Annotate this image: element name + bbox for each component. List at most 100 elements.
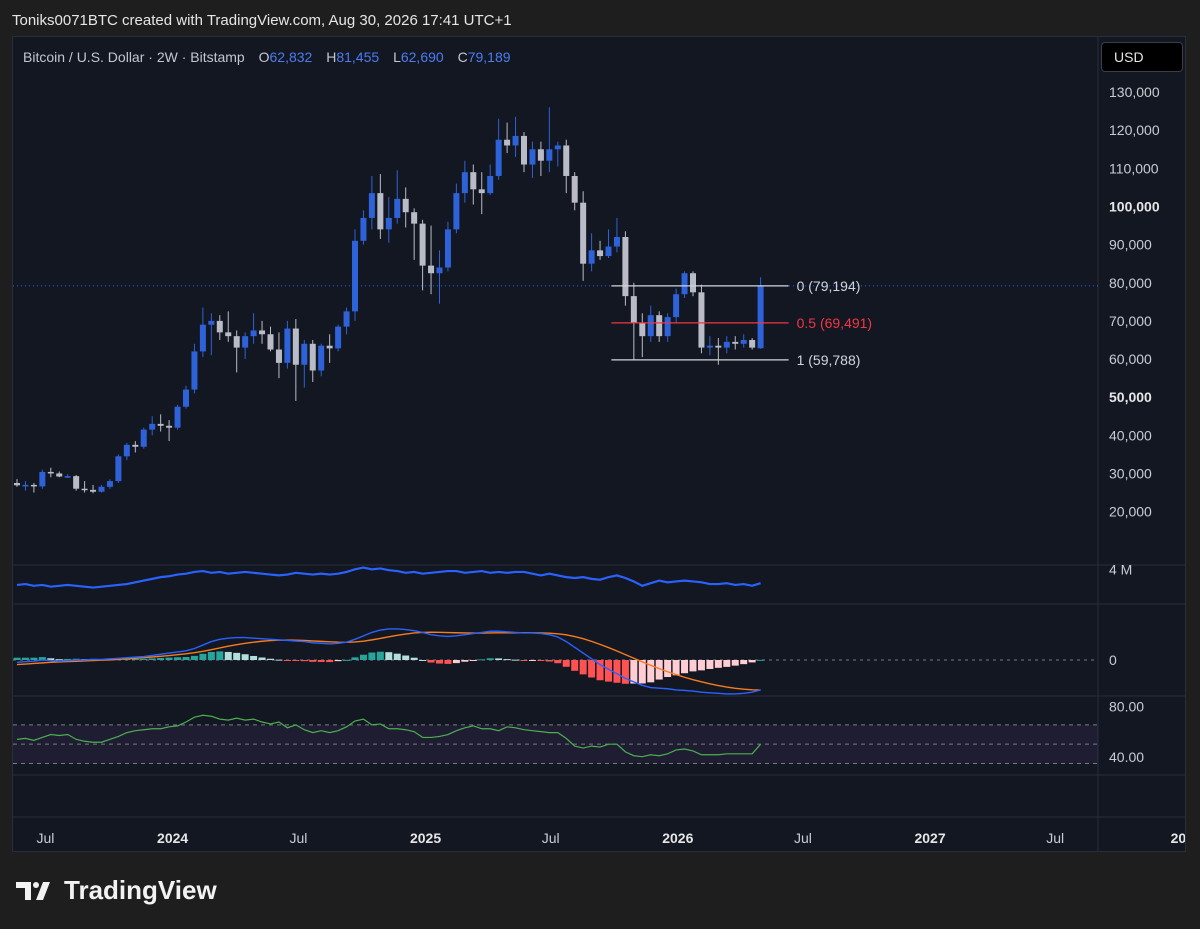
candle-body <box>22 484 29 487</box>
macd-histogram-bar <box>131 658 139 660</box>
candle <box>715 338 722 365</box>
candle-body <box>546 149 553 161</box>
macd-histogram-bar <box>190 655 198 660</box>
macd-histogram-bar <box>545 660 553 662</box>
macd-histogram-bar <box>537 660 545 661</box>
rsi-axis-tick: 40.00 <box>1109 749 1144 765</box>
macd-histogram-bar <box>681 660 689 674</box>
candle <box>656 311 663 342</box>
candle <box>56 471 63 478</box>
macd-histogram-bar <box>174 657 182 660</box>
candle <box>98 484 105 493</box>
candle <box>461 160 468 203</box>
candle <box>132 441 139 453</box>
symbol-legend: Bitcoin / U.S. Dollar · 2W · Bitstamp O6… <box>23 49 511 65</box>
candle <box>242 332 249 360</box>
macd-histogram-bar <box>216 651 224 660</box>
price-axis-tick: 120,000 <box>1109 122 1160 138</box>
candle <box>419 219 426 291</box>
candle <box>580 191 587 281</box>
candle <box>613 217 620 253</box>
macd-histogram-bar <box>64 658 72 660</box>
candle-body <box>512 135 519 146</box>
macd-histogram-bar <box>613 660 621 683</box>
rsi-axis-tick: 80.00 <box>1109 698 1144 714</box>
macd-histogram-bar <box>292 660 300 661</box>
currency-button[interactable]: USD <box>1101 42 1183 72</box>
fib-level-label: 1 (59,788) <box>797 352 861 368</box>
price-axis-tick: 20,000 <box>1109 504 1152 520</box>
candle-body <box>411 212 418 224</box>
candle <box>292 319 299 401</box>
macd-histogram-bar <box>714 660 722 668</box>
candle <box>605 229 612 258</box>
candle-body <box>275 349 282 363</box>
candle <box>267 326 274 352</box>
macd-histogram-bar <box>571 660 579 671</box>
candle-body <box>64 476 71 478</box>
open-value: 62,832 <box>269 49 313 65</box>
candle <box>275 332 282 379</box>
candle <box>749 338 756 350</box>
macd-histogram-bar <box>520 660 528 661</box>
candle <box>343 307 350 335</box>
candle <box>537 141 544 176</box>
candle-body <box>318 345 325 371</box>
macd-histogram-bar <box>30 657 38 660</box>
brand[interactable]: TradingView <box>16 875 217 906</box>
candle <box>377 174 384 239</box>
candle-body <box>521 135 527 165</box>
candle <box>216 315 223 340</box>
macd-histogram-bar <box>351 657 359 660</box>
low-value: 62,690 <box>400 49 444 65</box>
time-axis-tick: 202 <box>1171 830 1186 846</box>
candle <box>740 334 747 348</box>
candle <box>233 330 240 373</box>
candle <box>470 164 477 205</box>
candle-body <box>335 326 342 349</box>
candle-body <box>706 345 713 348</box>
macd-histogram-bar <box>486 658 494 660</box>
macd-histogram-bar <box>528 660 536 661</box>
symbol-title: Bitcoin / U.S. Dollar · 2W · Bitstamp <box>23 49 245 65</box>
candle-body <box>580 202 587 264</box>
candle <box>360 210 367 245</box>
candle <box>529 141 536 178</box>
macd-histogram-bar <box>740 660 748 665</box>
macd-histogram-bar <box>757 659 765 661</box>
open-label: O <box>258 49 270 65</box>
candle-body <box>563 145 570 176</box>
candle <box>706 336 713 356</box>
macd-histogram-bar <box>300 660 308 662</box>
chart-svg[interactable]: 130,000 120,000 110,000 100,000 90,000 80,000… <box>13 37 1186 852</box>
time-axis-tick: 2027 <box>914 830 945 846</box>
candle <box>335 324 342 352</box>
price-axis-tick: 40,000 <box>1109 427 1152 443</box>
candle-body <box>419 223 426 266</box>
candle <box>546 107 553 173</box>
macd-histogram-bar <box>165 657 173 660</box>
candle <box>495 118 502 180</box>
macd-histogram-bar <box>148 658 156 660</box>
chart-pane[interactable]: 130,000 120,000 110,000 100,000 90,000 80,000… <box>12 36 1186 852</box>
candle-body <box>394 198 401 218</box>
candle <box>73 474 80 491</box>
macd-histogram-bar <box>461 660 469 662</box>
macd-axis-tick: 0 <box>1109 652 1117 668</box>
candle <box>301 339 308 388</box>
candle <box>639 313 646 358</box>
macd-histogram-bar <box>233 652 241 660</box>
time-axis-tick: Jul <box>1046 830 1064 846</box>
candle-body <box>732 341 739 344</box>
candle-body <box>106 481 113 487</box>
candle <box>191 343 198 394</box>
time-axis-tick: Jul <box>542 830 560 846</box>
macd-histogram-bar <box>47 658 55 660</box>
macd-histogram-bar <box>258 657 266 660</box>
candle-body <box>30 484 37 487</box>
candle <box>757 277 764 349</box>
macd-histogram-bar <box>672 660 680 676</box>
macd-histogram-bar <box>478 659 486 661</box>
candle <box>597 240 604 260</box>
candle-body <box>149 423 156 430</box>
